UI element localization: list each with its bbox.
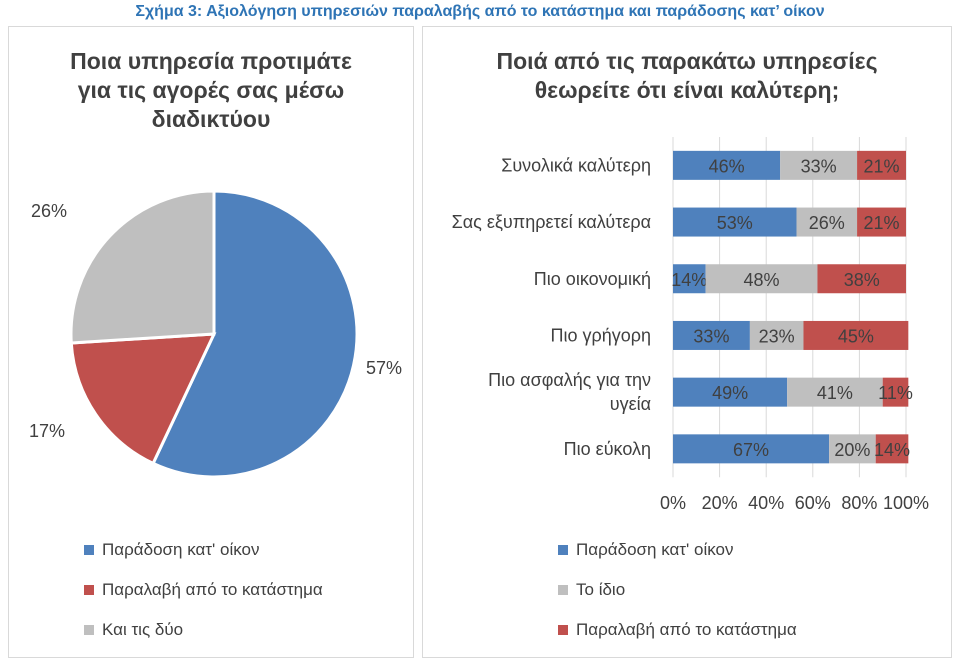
legend-item: Παραλαβή από το κατάστημα [84,580,323,600]
bar-data-label: 33% [801,156,837,176]
bar-data-label: 20% [834,440,870,460]
bar-data-label: 23% [759,326,795,346]
bar-data-label: 38% [844,270,880,290]
legend-swatch [558,585,568,595]
legend-item: Παράδοση κατ' οίκον [558,540,733,560]
x-tick-label: 20% [702,493,738,513]
legend-swatch [558,625,568,635]
pie-slice [69,189,216,345]
category-label: υγεία [610,394,651,414]
bar-data-label: 67% [733,440,769,460]
bar-segment [673,207,797,237]
bar-segment [705,264,818,294]
x-tick-label: 40% [748,493,784,513]
bar-data-label: 53% [717,213,753,233]
pie-slice [69,332,217,466]
bar-segment [857,207,906,237]
chart-title-line: διαδικτύου [151,106,271,132]
category-label: Σας εξυπηρετεί καλύτερα [452,212,651,232]
category-label: Πιο ασφαλής για την [488,370,651,390]
bar-data-label: 26% [809,213,845,233]
bar-segment [803,320,909,350]
bar-segment [673,150,781,180]
bar-data-label: 21% [864,156,900,176]
bar-segment [749,320,804,350]
x-tick-label: 100% [883,493,929,513]
legend-swatch [84,625,94,635]
bar-data-label: 48% [744,270,780,290]
legend-swatch [558,545,568,555]
bar-data-label: 49% [712,383,748,403]
chart-title-line: θεωρείτε ότι είναι καλύτερη; [534,77,840,103]
legend-item: Και τις δύο [84,620,183,640]
bar-data-label: 21% [864,213,900,233]
x-tick-label: 80% [841,493,877,513]
bar-data-label: 45% [838,326,874,346]
chart-title-line: Ποιά από τις παρακάτω υπηρεσίες [496,48,878,74]
legend-label: Παραλαβή από το κατάστημα [102,580,323,599]
legend-label: Παραλαβή από το κατάστημα [576,620,797,639]
bar-data-label: 11% [878,383,913,403]
bar-data-label: 33% [693,326,729,346]
bar-data-label: 14% [671,270,707,290]
legend-label: Παράδοση κατ' οίκον [102,540,260,559]
pie-chart: 57% 17% 26% [29,189,402,479]
legend-label: Και τις δύο [102,620,184,639]
bar-segment [673,377,788,407]
category-label: Συνολικά καλύτερη [501,155,651,175]
bar-segment [673,320,750,350]
bar-segment [817,264,906,294]
x-tick-label: 0% [660,493,686,513]
bar-data-label: 14% [874,440,910,460]
category-label: Πιο γρήγορη [550,325,651,345]
legend-item: Παραλαβή από το κατάστημα [558,620,797,640]
pie-data-label: 57% [366,358,402,378]
pie-data-label: 26% [31,201,67,221]
bar-chart-title: Ποιά από τις παρακάτω υπηρεσίες θεωρείτε … [423,47,951,105]
bar-segment [796,207,858,237]
bar-segment [875,434,909,464]
pie-chart-panel: Ποια υπηρεσία προτιμάτε για τις αγορές σα… [8,26,414,658]
bar-segment [882,377,909,407]
pie-data-label: 17% [29,421,65,441]
chart-title-line: Ποια υπηρεσία προτιμάτε [70,48,352,74]
legend-swatch [84,585,94,595]
bar-chart: 0% 20% 40% 60% 80% 100% Συνολικά καλύτερη 46% 33… [452,137,929,513]
legend-label: Παράδοση κατ' οίκον [576,540,734,559]
pie-chart-title: Ποια υπηρεσία προτιμάτε για τις αγορές σα… [9,47,413,134]
legend-item: Το ίδιο [558,580,625,600]
bar-segment [829,434,876,464]
legend-label: Το ίδιο [576,580,626,599]
bar-data-label: 41% [817,383,853,403]
legend-item: Παράδοση κατ' οίκον [84,540,259,560]
bar-segment [857,150,906,180]
bar-segment [787,377,883,407]
bar-segment [673,264,706,294]
chart-title-line: για τις αγορές σας μέσω [77,77,345,103]
figure-title: Σχήμα 3: Αξιολόγηση υπηρεσιών παραλαβής … [135,3,825,20]
bar-data-label: 46% [709,156,745,176]
category-label: Πιο εύκολη [564,439,651,459]
bar-chart-panel: Ποιά από τις παρακάτω υπηρεσίες θεωρείτε … [422,26,952,658]
x-tick-label: 60% [795,493,831,513]
pie-slice [151,189,359,479]
bar-segment [780,150,858,180]
legend-swatch [84,545,94,555]
category-label: Πιο οικονομική [534,269,651,289]
bar-segment [673,434,830,464]
